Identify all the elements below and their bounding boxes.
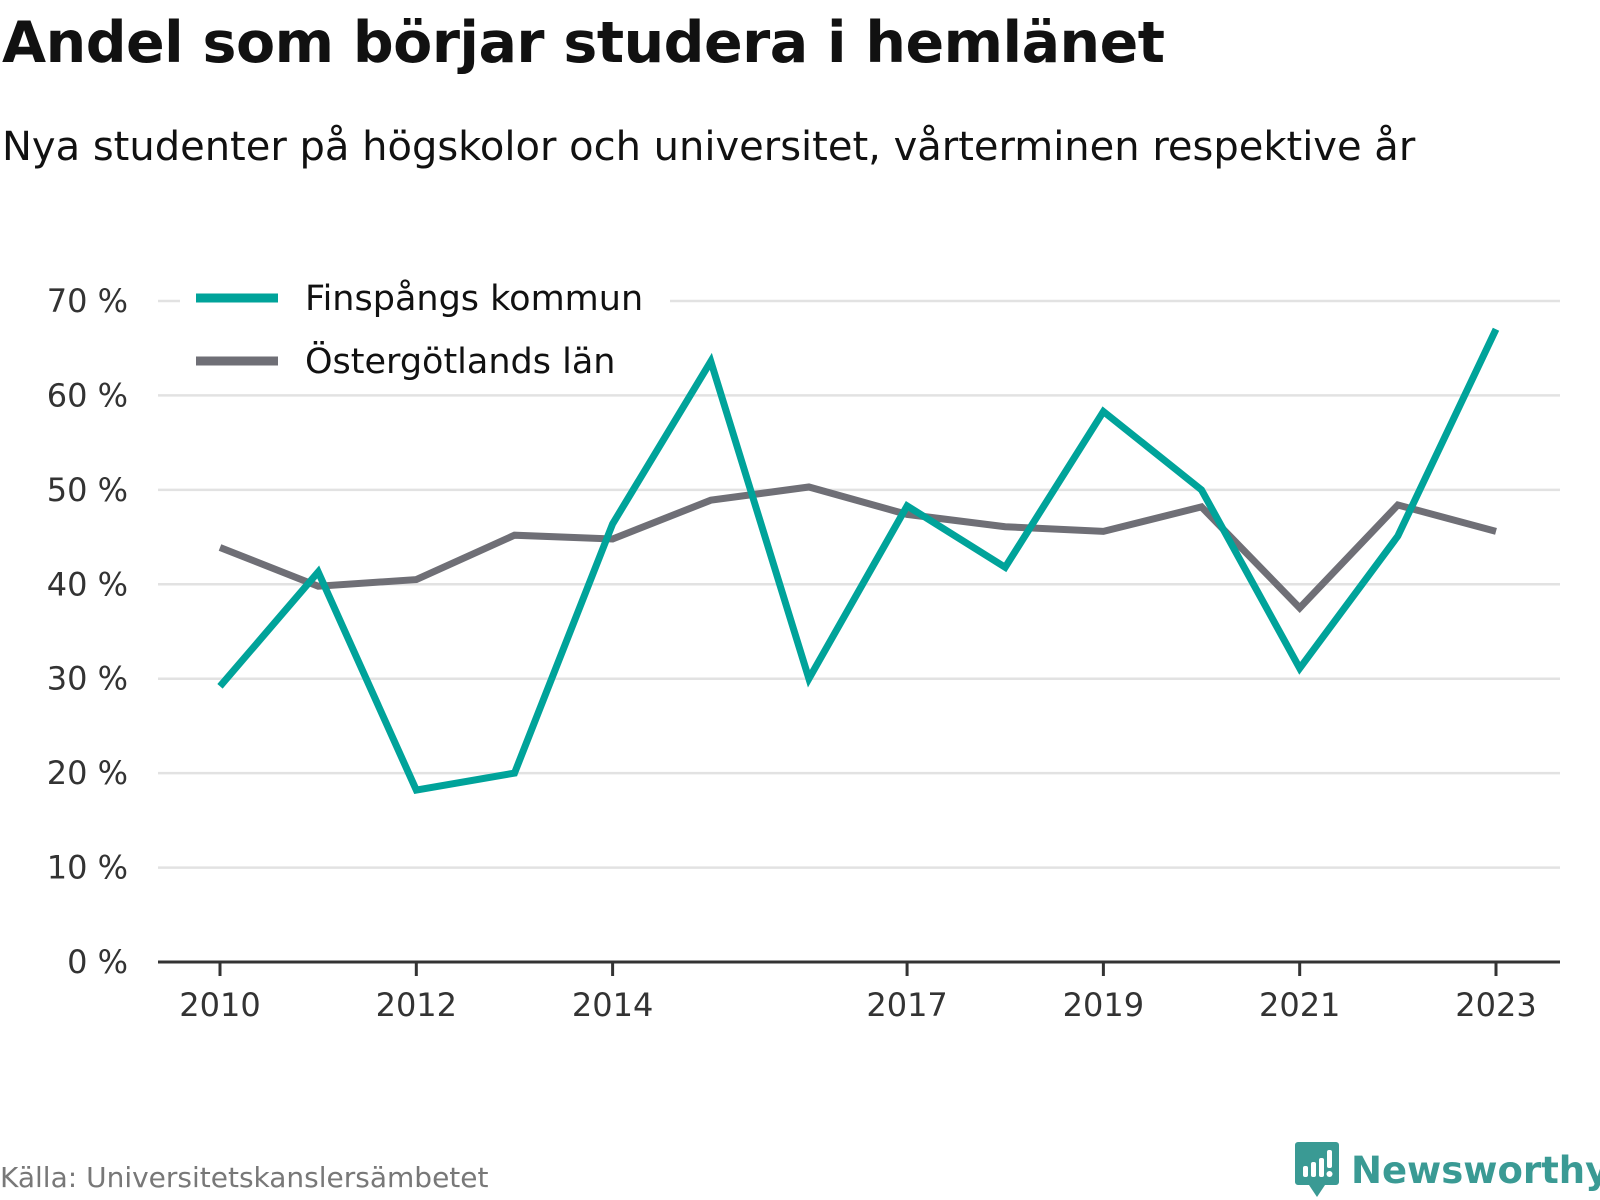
x-tick-label: 2021 <box>1259 986 1340 1024</box>
x-tick-label: 2010 <box>179 986 260 1024</box>
y-tick-label: 10 % <box>47 849 128 887</box>
legend: Finspångs kommun Östergötlands län <box>180 262 670 392</box>
x-axis: 2010 2012 2014 2017 2019 2021 2023 <box>158 960 1560 1024</box>
x-tick-label: 2014 <box>572 986 653 1024</box>
y-tick-label: 50 % <box>47 471 128 509</box>
chart-subtitle: Nya studenter på högskolor och universit… <box>2 124 1416 170</box>
legend-label: Östergötlands län <box>305 340 615 382</box>
y-tick-label: 30 % <box>47 660 128 698</box>
y-tick-label: 0 % <box>67 943 128 981</box>
line-chart: 0 % 10 % 20 % 30 % 40 % 50 % 60 % 70 % 2010 2012… <box>46 262 1560 1024</box>
x-tick-label: 2012 <box>376 986 457 1024</box>
source-note: Källa: Universitetskanslersämbetet <box>0 1161 489 1194</box>
y-tick-label: 20 % <box>47 754 128 792</box>
y-tick-label: 60 % <box>47 376 128 414</box>
legend-background <box>180 262 670 392</box>
series-lines <box>217 327 1500 795</box>
y-axis-tick-labels: 0 % 10 % 20 % 30 % 40 % 50 % 60 % 70 % <box>47 282 128 981</box>
brand-logo: Newsworthy <box>1293 1140 1600 1200</box>
x-tick-label: 2017 <box>866 986 947 1024</box>
legend-label: Finspångs kommun <box>305 278 643 319</box>
newsworthy-logo-icon <box>1295 1142 1339 1197</box>
y-tick-label: 70 % <box>47 282 128 320</box>
x-tick-label: 2023 <box>1455 986 1536 1024</box>
chart-title: Andel som börjar studera i hemlänet <box>2 10 1165 76</box>
y-tick-label: 40 % <box>47 565 128 603</box>
brand-name: Newsworthy <box>1351 1148 1600 1192</box>
series-line <box>217 327 1500 795</box>
series-line <box>218 483 1497 613</box>
x-tick-label: 2019 <box>1063 986 1144 1024</box>
